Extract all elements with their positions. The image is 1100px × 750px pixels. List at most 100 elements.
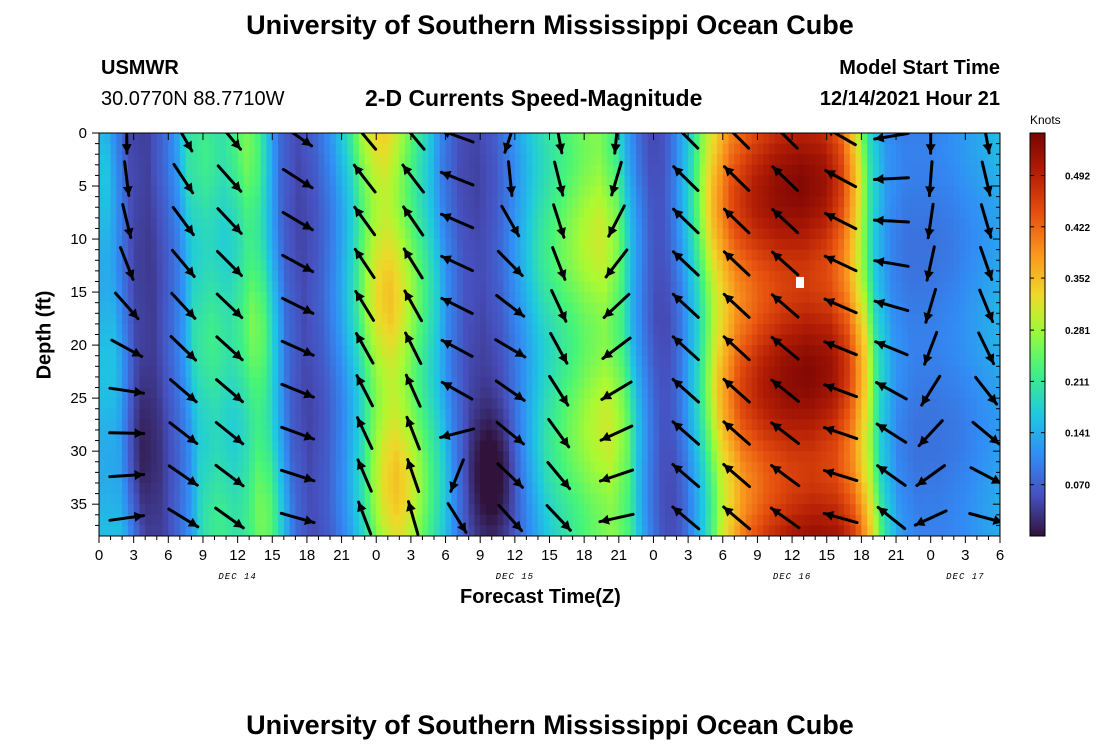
heat-cell [659,207,666,219]
heat-cell [330,313,337,325]
heat-cell [347,270,354,283]
heat-cell [410,419,418,431]
heat-cell [433,451,441,463]
heat-cell [179,440,187,452]
heat-cell [705,175,712,187]
heat-cell [133,292,141,304]
heat-cell [191,451,198,463]
heat-cell [624,419,631,431]
heat-cell [826,292,834,304]
heat-cell [104,514,112,526]
heat-cell [497,133,504,145]
heat-cell [341,345,348,357]
heat-cell [826,345,834,357]
heat-cell [641,196,649,208]
heat-cell [301,525,308,536]
heat-cell [474,451,481,463]
heat-cell [185,482,193,495]
heat-cell [734,376,741,389]
heat-cell [364,525,372,536]
heat-cell [150,292,158,304]
heat-cell [226,133,233,145]
heat-cell [191,419,198,431]
heat-cell [179,313,187,325]
heat-cell [104,292,112,304]
heat-cell [179,493,187,505]
heat-cell [231,493,239,505]
heat-cell [428,408,435,420]
heat-cell [150,302,158,314]
heat-cell [104,334,112,346]
heat-cell [254,355,262,367]
heat-cell [370,398,377,410]
heat-cell [532,260,539,272]
heat-cell [382,292,389,304]
heat-cell [514,164,522,177]
heat-cell [220,292,227,304]
heat-cell [647,472,655,484]
heat-cell [162,525,169,536]
heat-cell [584,482,591,495]
heat-cell [127,143,135,155]
heat-cell [214,408,221,420]
heat-cell [832,228,839,240]
heat-cell [324,281,331,293]
heat-cell [278,472,285,484]
heat-cell [711,196,718,208]
heat-cell [792,387,799,399]
heat-cell [168,164,175,177]
heat-cell [699,175,707,187]
heat-cell [243,451,250,463]
heat-cell [803,461,811,473]
heat-cell [249,281,256,293]
heat-cell [330,366,337,378]
heat-cell [520,143,527,155]
heat-cell [549,133,556,145]
heat-cell [699,408,707,420]
heat-cell [197,472,204,484]
heat-cell [636,292,643,304]
heat-cell [595,366,603,378]
heat-cell [179,525,187,536]
heat-cell [682,228,689,240]
heat-cell [341,186,348,198]
heat-cell [104,154,112,166]
heat-cell [561,164,568,177]
heat-cell [110,228,117,240]
heat-cell [526,186,533,198]
heat-cell [491,482,499,495]
heat-cell [474,366,481,378]
heat-cell [578,398,585,410]
heat-cell [174,133,181,145]
heat-cell [844,270,851,283]
heat-cell [665,493,672,505]
heat-cell [485,366,493,378]
heat-cell [682,239,689,251]
heat-cell [156,419,164,431]
heat-cell [174,239,181,251]
heat-cell [670,451,678,463]
heat-cell [820,228,828,240]
heat-cell [682,493,689,505]
heat-cell [780,249,787,261]
heat-cell [393,239,400,251]
heat-cell [780,366,787,378]
heat-cell [514,313,522,325]
heat-cell [428,239,435,251]
heat-cell [179,302,187,314]
heat-cell [728,355,735,367]
heat-cell [104,419,112,431]
heat-cell [786,419,793,431]
heat-cell [433,355,441,367]
heat-cell [589,366,597,378]
heat-cell [497,398,504,410]
heat-cell [543,472,551,484]
heat-cell [358,196,366,208]
heat-cell [497,440,504,452]
heat-cell [387,345,395,357]
heat-cell [514,345,522,357]
heat-cell [145,461,152,473]
heat-cell [561,186,568,198]
heat-cell [641,143,649,155]
heat-cell [711,302,718,314]
